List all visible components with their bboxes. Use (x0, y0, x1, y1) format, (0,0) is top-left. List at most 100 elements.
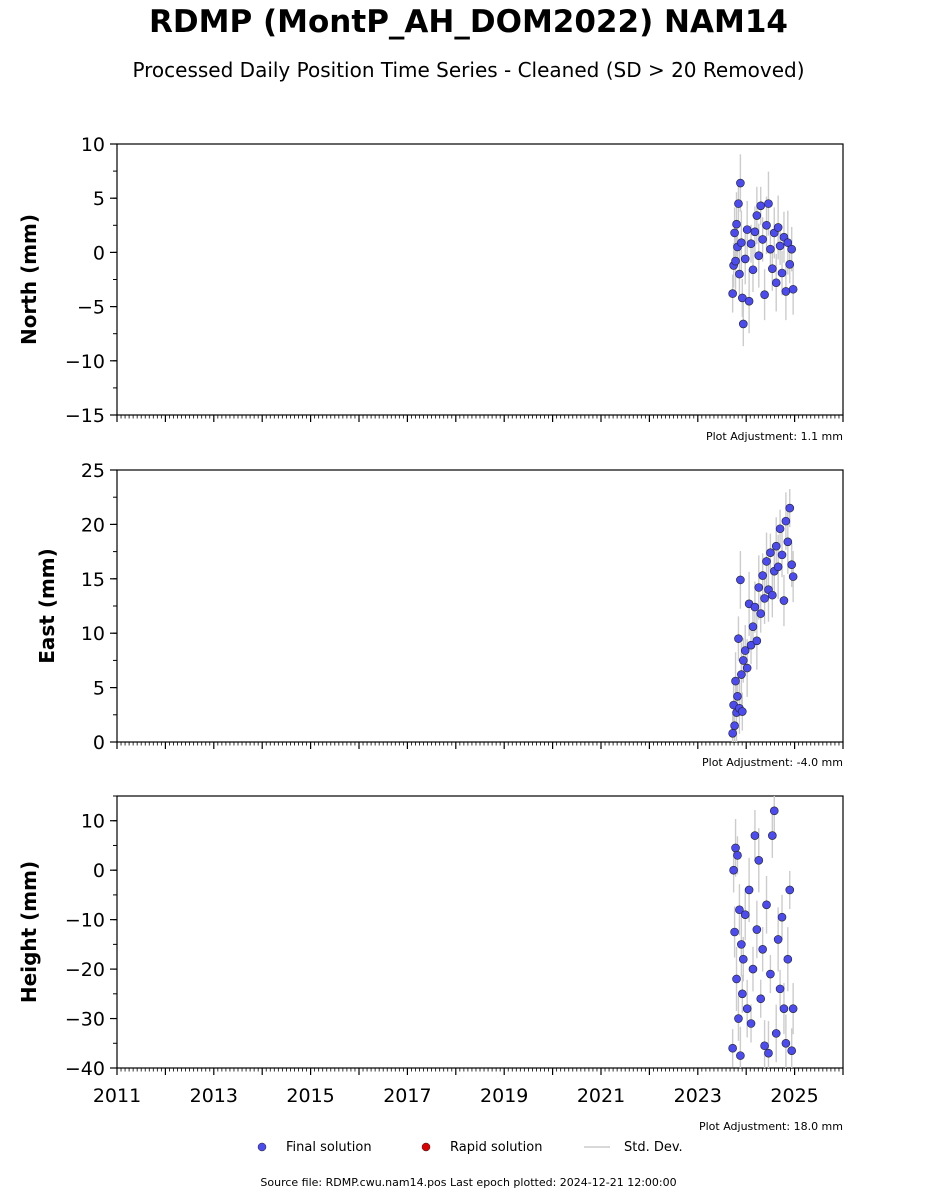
data-point (781, 1038, 791, 1048)
chart-title: RDMP (MontP_AH_DOM2022) NAM14 (149, 4, 788, 40)
data-point (768, 264, 777, 273)
legend-std-dev: Std. Dev. (584, 1138, 683, 1156)
y-tick-label: −10 (65, 910, 105, 932)
data-point (756, 609, 766, 618)
data-point (787, 244, 796, 254)
data-point (781, 287, 791, 296)
data-point (785, 503, 795, 513)
data-point (744, 885, 754, 895)
data-point (737, 238, 746, 247)
data-point (783, 238, 793, 247)
y-tick-label: 5 (93, 678, 105, 700)
data-point (768, 590, 777, 600)
data-point (732, 219, 741, 229)
data-point (777, 550, 787, 560)
data-point (730, 721, 739, 730)
data-point (734, 1014, 743, 1023)
data-point (758, 235, 767, 244)
data-point (762, 221, 771, 230)
y-tick-label: 25 (81, 460, 105, 482)
data-point (766, 969, 775, 979)
data-point (736, 1051, 745, 1060)
data-point (750, 831, 760, 840)
data-point (779, 1004, 789, 1013)
x-tick-label: 2017 (383, 1085, 431, 1107)
data-point (771, 541, 781, 551)
data-point (752, 211, 762, 220)
data-point (773, 935, 783, 944)
data-point (736, 178, 745, 188)
data-point (754, 251, 764, 260)
data-point (766, 244, 775, 254)
data-point (731, 676, 740, 686)
data-point (783, 537, 793, 547)
chart-subtitle: Processed Daily Position Time Series - C… (132, 58, 805, 82)
data-point (744, 296, 754, 306)
y-tick-label: −15 (65, 405, 105, 427)
data-point (748, 964, 758, 974)
data-point (748, 622, 758, 631)
data-point (728, 728, 737, 738)
y-tick-label: 10 (81, 623, 105, 645)
data-point (735, 269, 744, 279)
data-point (756, 201, 766, 211)
y-tick-label: 5 (93, 188, 105, 210)
data-point (738, 707, 747, 716)
y-tick-label: −10 (65, 351, 105, 373)
data-point (742, 1004, 752, 1013)
data-point (771, 1029, 781, 1038)
data-point (762, 900, 771, 910)
data-point (740, 910, 750, 919)
x-tick-label: 2015 (286, 1085, 334, 1107)
data-point (738, 656, 748, 665)
y-tick-label: −5 (77, 297, 105, 319)
y-tick-label: −20 (65, 959, 105, 981)
data-point (788, 284, 798, 294)
data-point (754, 583, 764, 592)
x-tick-label: 2023 (674, 1085, 722, 1107)
data-point (742, 663, 752, 673)
data-point (756, 994, 766, 1004)
data-point (760, 1041, 769, 1051)
data-point (752, 636, 762, 646)
y-axis-label: Height (mm) (17, 861, 41, 1003)
data-point (779, 596, 789, 605)
data-point (758, 945, 767, 954)
data-point (734, 634, 743, 643)
y-tick-label: −40 (65, 1058, 105, 1080)
data-point (771, 278, 781, 288)
data-point (731, 256, 740, 266)
data-point (775, 984, 785, 994)
data-point (764, 1048, 773, 1058)
data-point (728, 1043, 737, 1053)
legend-final-solution-label: Final solution (286, 1139, 372, 1155)
data-point (728, 289, 737, 298)
data-point (735, 905, 744, 915)
data-point (742, 225, 752, 234)
data-point (769, 806, 779, 816)
y-tick-label: 0 (93, 860, 105, 882)
x-tick-label: 2019 (480, 1085, 528, 1107)
data-point (787, 1046, 796, 1055)
data-point (775, 241, 785, 251)
data-point (732, 974, 741, 984)
data-point (738, 954, 748, 964)
data-point (730, 228, 739, 238)
y-tick-label: 0 (93, 732, 105, 754)
legend-std-dev-label: Std. Dev. (624, 1139, 683, 1155)
data-point (730, 927, 739, 937)
data-point (752, 925, 762, 934)
y-tick-label: 10 (81, 811, 105, 833)
data-point (777, 912, 787, 922)
data-point (750, 227, 760, 237)
data-point (783, 954, 793, 964)
data-point (777, 268, 787, 278)
final-solution-marker-icon (257, 1142, 267, 1152)
std-dev-line-icon (584, 1146, 610, 1148)
x-tick-label: 2011 (93, 1085, 141, 1107)
data-point (733, 692, 742, 701)
data-point (762, 557, 771, 566)
y-tick-label: −30 (65, 1009, 105, 1031)
data-point (746, 640, 756, 650)
